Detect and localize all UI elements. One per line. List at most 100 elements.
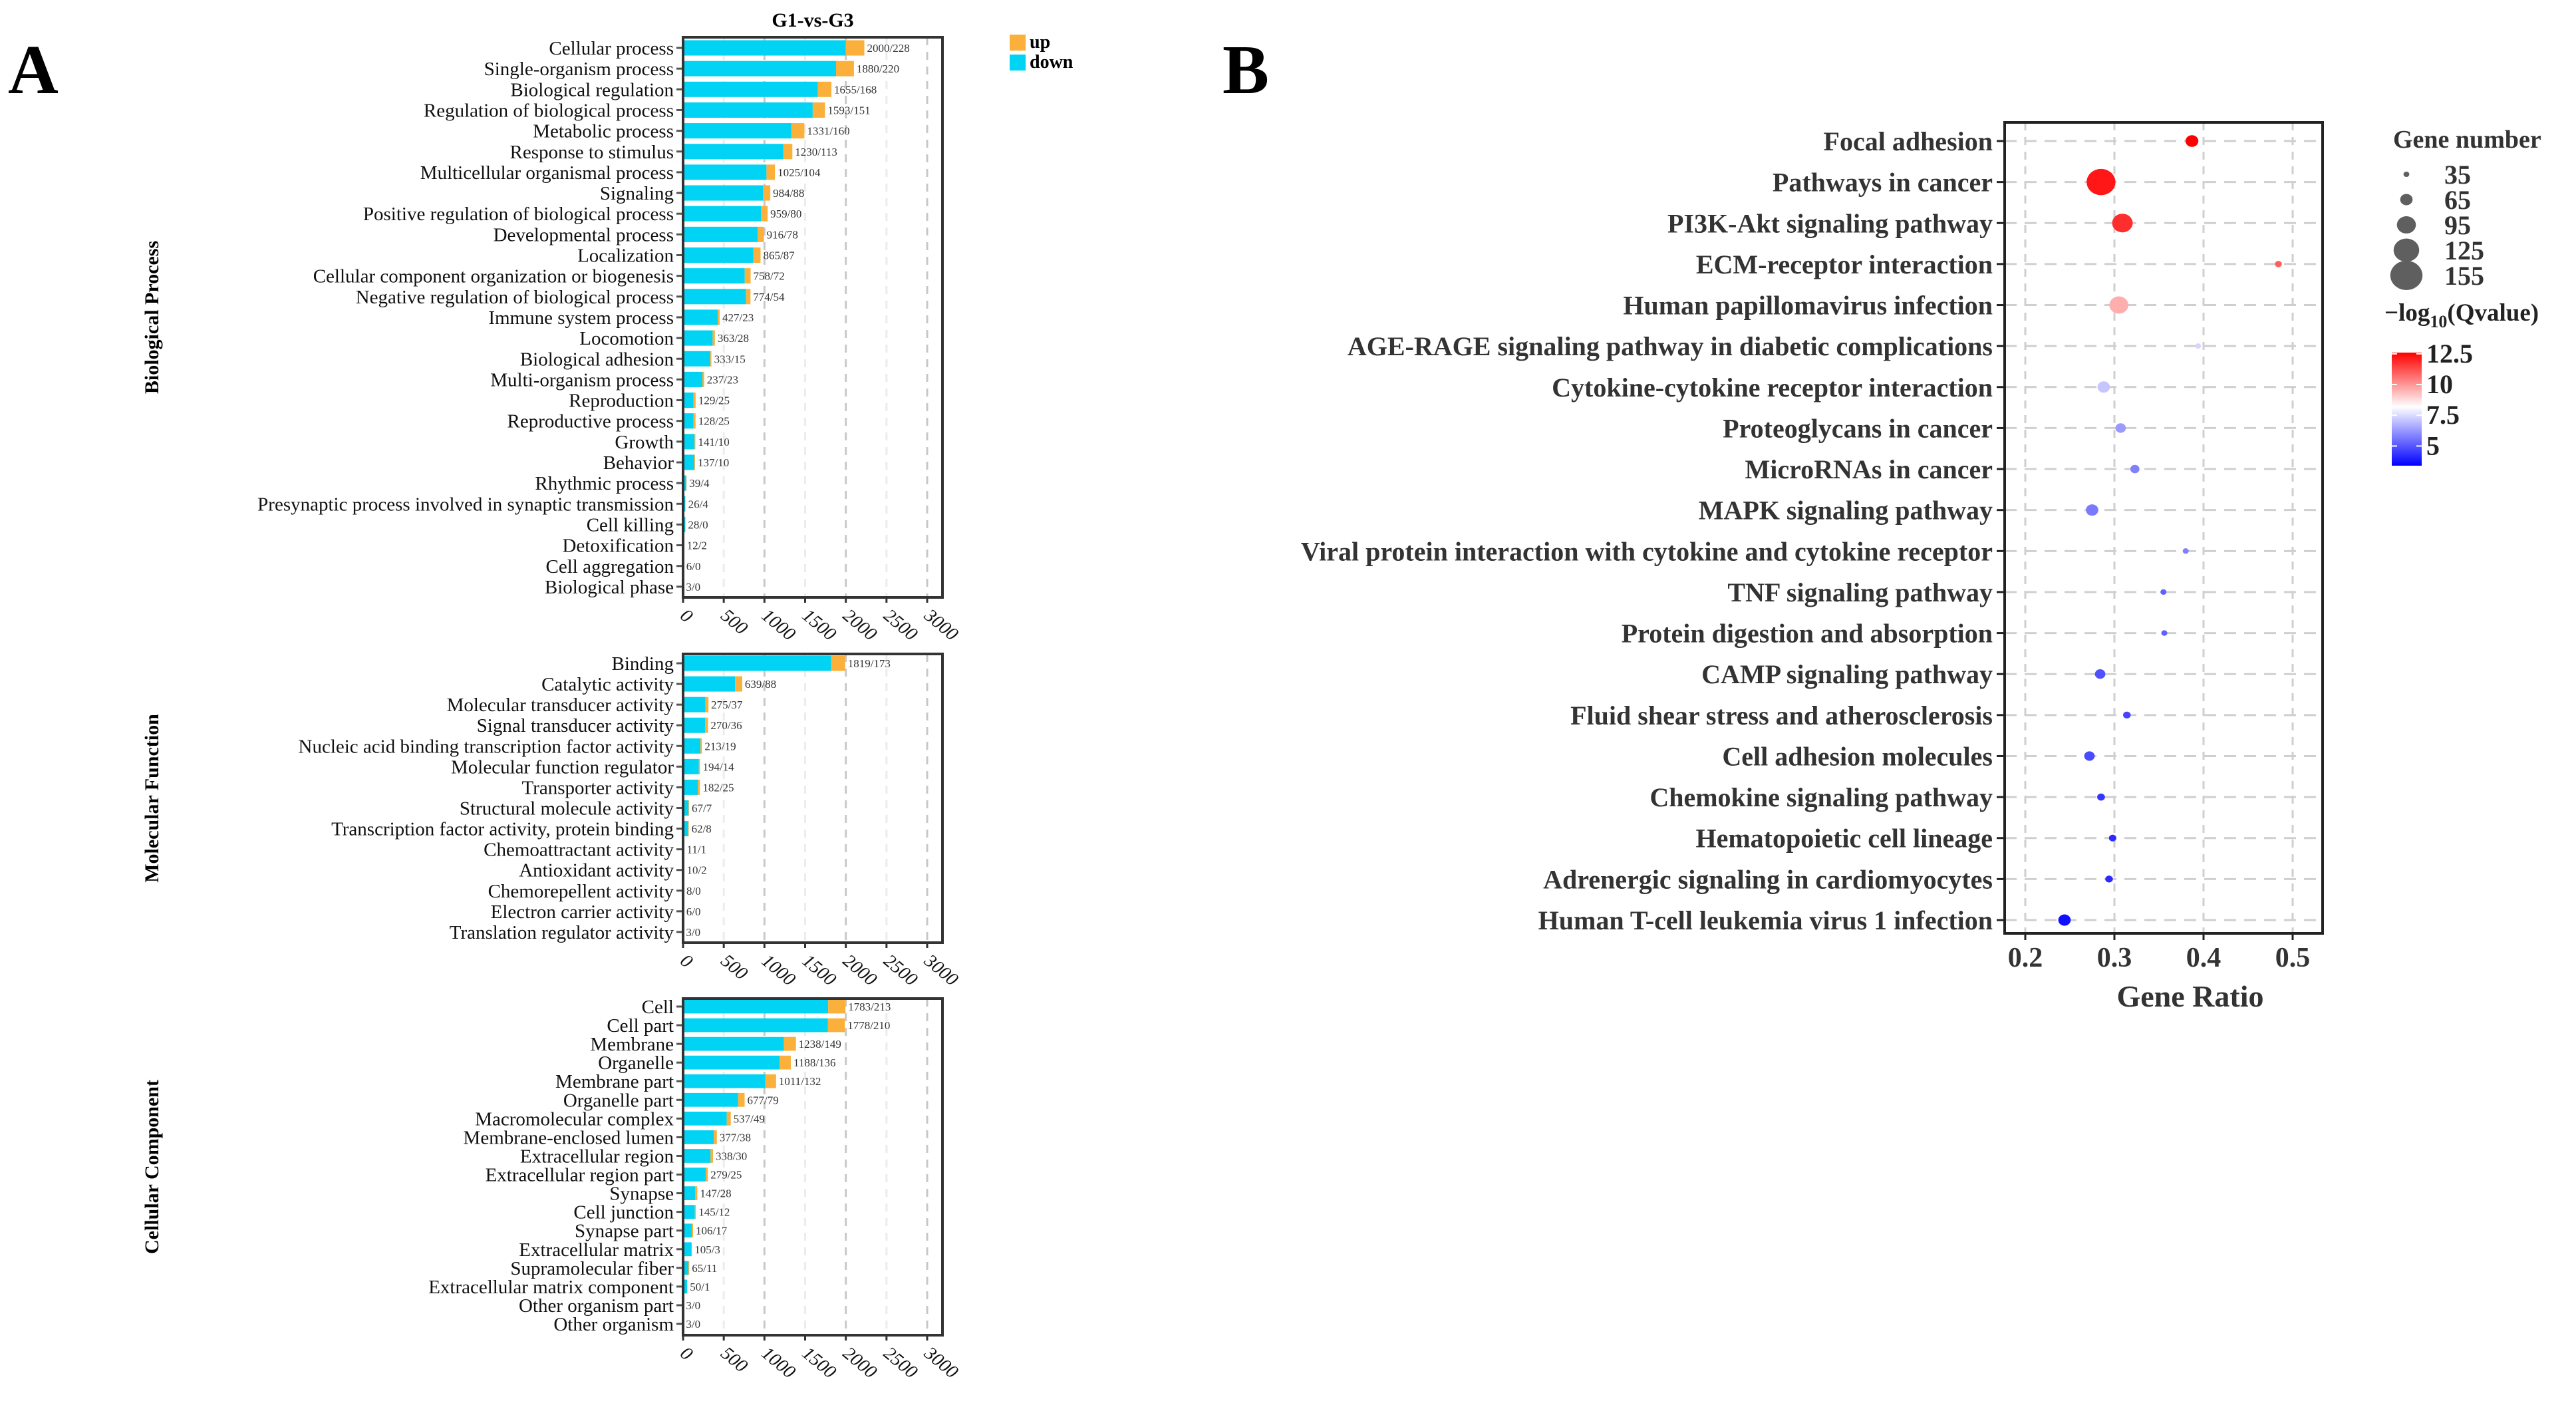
data-label: 12/2 — [687, 540, 707, 552]
bar-down — [683, 330, 713, 346]
pathway-label: Cell adhesion molecules — [1722, 741, 1993, 771]
bar-up — [712, 330, 715, 346]
category-label: Biological phase — [545, 577, 674, 598]
bar-down — [683, 779, 698, 795]
pathway-label: Hematopoietic cell lineage — [1695, 824, 1993, 854]
x-tick-label: 0 — [676, 605, 697, 627]
bar-up — [693, 413, 696, 429]
bar-down — [683, 351, 710, 367]
pathway-label: CAMP signaling pathway — [1701, 659, 1993, 689]
x-tick-label: 3000 — [920, 950, 962, 990]
bar-up — [835, 61, 854, 77]
category-label: Rhythmic process — [535, 473, 674, 494]
data-label: 106/17 — [696, 1225, 728, 1237]
size-legend-title: Gene number — [2393, 126, 2541, 154]
data-point — [2058, 914, 2071, 926]
category-label: Other organism part — [519, 1295, 674, 1317]
bar-up — [780, 1055, 791, 1070]
bar-down — [683, 1055, 780, 1070]
category-label: Electron carrier activity — [491, 901, 674, 923]
category-label: Other organism — [553, 1314, 674, 1335]
bar-group: Binding 1819/173 Catalytic activity 639/88 M… — [141, 653, 962, 990]
data-label: 865/87 — [763, 249, 795, 262]
pathway-label: Fluid shear stress and atherosclerosis — [1570, 701, 1993, 730]
bar-up — [827, 1018, 845, 1032]
x-tick-label: 0.5 — [2275, 943, 2311, 973]
data-point — [2105, 875, 2113, 883]
bar-up — [688, 800, 690, 816]
data-label: 338/30 — [716, 1150, 747, 1162]
x-tick-label: 1500 — [798, 951, 840, 991]
data-point — [2161, 630, 2168, 636]
category-label: Behavior — [603, 452, 674, 474]
colorbar-label: 7.5 — [2426, 400, 2460, 430]
category-label: Macromolecular complex — [475, 1108, 674, 1130]
bar-down — [683, 1092, 738, 1107]
data-label: 147/28 — [700, 1188, 731, 1200]
category-label: Translation regulator activity — [450, 922, 674, 943]
pathway-label: ECM-receptor interaction — [1696, 249, 1993, 279]
data-point — [2275, 261, 2282, 267]
data-label: 1655/168 — [834, 83, 877, 96]
bar-up — [688, 821, 689, 837]
data-label: 537/49 — [734, 1112, 765, 1125]
x-tick-label: 2500 — [879, 1343, 921, 1383]
bar-down — [683, 247, 754, 263]
category-label: Molecular function regulator — [451, 756, 674, 778]
bar-down — [683, 800, 689, 816]
bar-down — [683, 1074, 766, 1088]
data-point — [2123, 711, 2131, 719]
bar-up — [753, 247, 761, 263]
data-label: 213/19 — [704, 740, 736, 752]
category-label: Single-organism process — [484, 59, 674, 80]
size-legend-label: 155 — [2444, 261, 2484, 291]
bar-down — [683, 1279, 688, 1294]
category-label: Signal transducer activity — [477, 715, 674, 736]
x-tick-label: 1000 — [758, 951, 799, 991]
data-label: 984/88 — [773, 187, 804, 200]
bar-down — [683, 1149, 711, 1163]
data-label: 1331/160 — [807, 125, 849, 138]
category-label: Nucleic acid binding transcription facto… — [299, 736, 674, 757]
bar-up — [831, 655, 845, 671]
category-label: Membrane part — [555, 1071, 674, 1092]
bar-down — [683, 268, 745, 284]
category-label: Signaling — [600, 183, 674, 204]
x-tick-label: 2000 — [839, 1343, 881, 1383]
colorbar-label: 10 — [2426, 369, 2453, 399]
category-label: Molecular transducer activity — [447, 695, 674, 716]
category-label: Reproduction — [569, 391, 674, 412]
bar-down — [683, 738, 701, 754]
bar-up — [710, 351, 712, 367]
data-label: 62/8 — [692, 823, 712, 836]
category-label: Supramolecular fiber — [510, 1258, 674, 1279]
data-label: 194/14 — [702, 760, 734, 773]
bar-up — [710, 1149, 714, 1163]
category-label: Cell aggregation — [546, 556, 674, 577]
data-label: 377/38 — [720, 1131, 751, 1144]
bar-up — [784, 1036, 796, 1051]
x-tick-label: 500 — [717, 1343, 752, 1377]
category-label: Regulation of biological process — [424, 100, 674, 121]
bar-up — [698, 779, 700, 795]
bar-up — [705, 697, 709, 713]
category-label: Extracellular region part — [486, 1165, 674, 1186]
category-label: Membrane — [590, 1034, 674, 1055]
category-label: Growth — [615, 432, 674, 453]
data-point — [2097, 793, 2105, 801]
data-label: 275/37 — [711, 699, 743, 711]
bar-down — [683, 758, 699, 774]
data-label: 916/78 — [767, 228, 798, 241]
data-label: 427/23 — [722, 311, 754, 324]
pathway-label: MAPK signaling pathway — [1699, 496, 1993, 526]
pathway-label: Pathways in cancer — [1773, 168, 1993, 198]
pathway-label: Proteoglycans in cancer — [1723, 413, 1993, 443]
category-label: Catalytic activity — [541, 674, 674, 695]
bar-down — [683, 1223, 692, 1238]
bar-up — [812, 102, 825, 118]
bar-up — [791, 123, 805, 139]
data-label: 8/0 — [686, 885, 701, 897]
bar-down — [683, 1018, 828, 1032]
color-legend-title: −log10(Qvalue) — [2384, 299, 2539, 331]
